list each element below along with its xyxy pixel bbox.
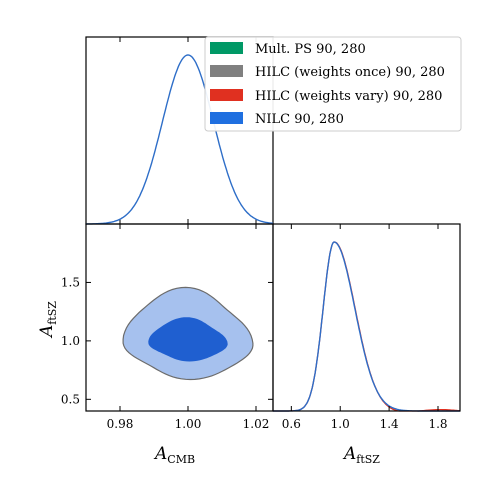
panel-aftsz-1d-ticks [290, 224, 439, 411]
joint-ytick-label-2: 1.5 [61, 275, 80, 289]
x-axis-label-aftsz-symbol: A [342, 444, 356, 464]
acmb-marginal-curve [86, 54, 274, 225]
legend: Mult. PS 90, 280 HILC (weights once) 90,… [204, 36, 462, 132]
x-axis-label-aftsz: AftSZ [342, 444, 380, 466]
legend-swatch-hilc-weights-vary [210, 89, 243, 101]
legend-label-nilc: NILC 90, 280 [255, 112, 344, 127]
legend-swatch-hilc-weights-once [210, 65, 243, 77]
panel-aftsz-1d-xtick-labels: 0.6 1.0 1.4 1.8 [282, 417, 448, 431]
legend-label-hilc-weights-once: HILC (weights once) 90, 280 [255, 65, 445, 80]
panel-aftsz-1d-frame [272, 223, 461, 412]
panel-joint-2d-ticks [86, 224, 273, 411]
aftsz-1d-xtick-label-3: 1.8 [428, 417, 447, 431]
panel-joint-2d-xtick-labels: 0.98 1.00 1.02 [107, 417, 270, 431]
legend-label-mult-ps: Mult. PS 90, 280 [255, 42, 366, 57]
x-axis-label-acmb-symbol: A [153, 444, 167, 464]
legend-label-hilc-weights-vary: HILC (weights vary) 90, 280 [255, 89, 442, 104]
joint-ytick-label-0: 0.5 [61, 392, 80, 406]
y-axis-label-aftsz-symbol: A [37, 325, 57, 339]
aftsz-marginal-curve [273, 241, 460, 412]
panel-joint-2d: 0.98 1.00 1.02 0.5 1.0 1.5 [61, 223, 274, 431]
legend-swatch-mult-ps [210, 42, 243, 54]
x-axis-label-acmb-subscript: CMB [167, 453, 195, 466]
aftsz-marginal-curve-red [273, 241, 461, 412]
x-axis-label-acmb: ACMB [153, 444, 195, 466]
panel-aftsz-1d: 0.6 1.0 1.4 1.8 [272, 223, 461, 431]
joint-xtick-label-1: 1.00 [175, 417, 202, 431]
y-axis-label-aftsz-subscript: ftSZ [46, 301, 59, 325]
legend-box [204, 36, 462, 132]
y-axis-label-aftsz: AftSZ [37, 301, 59, 339]
aftsz-1d-xtick-label-0: 0.6 [282, 417, 301, 431]
contour-68-region [148, 317, 228, 362]
aftsz-1d-xtick-label-1: 1.0 [331, 417, 350, 431]
joint-xtick-label-2: 1.02 [243, 417, 270, 431]
aftsz-1d-xtick-label-2: 1.4 [380, 417, 399, 431]
joint-xtick-label-0: 0.98 [107, 417, 134, 431]
joint-ytick-label-1: 1.0 [61, 334, 80, 348]
legend-swatch-nilc [210, 112, 243, 124]
x-axis-label-aftsz-subscript: ftSZ [356, 453, 380, 466]
panel-joint-2d-ytick-labels: 0.5 1.0 1.5 [61, 275, 80, 406]
